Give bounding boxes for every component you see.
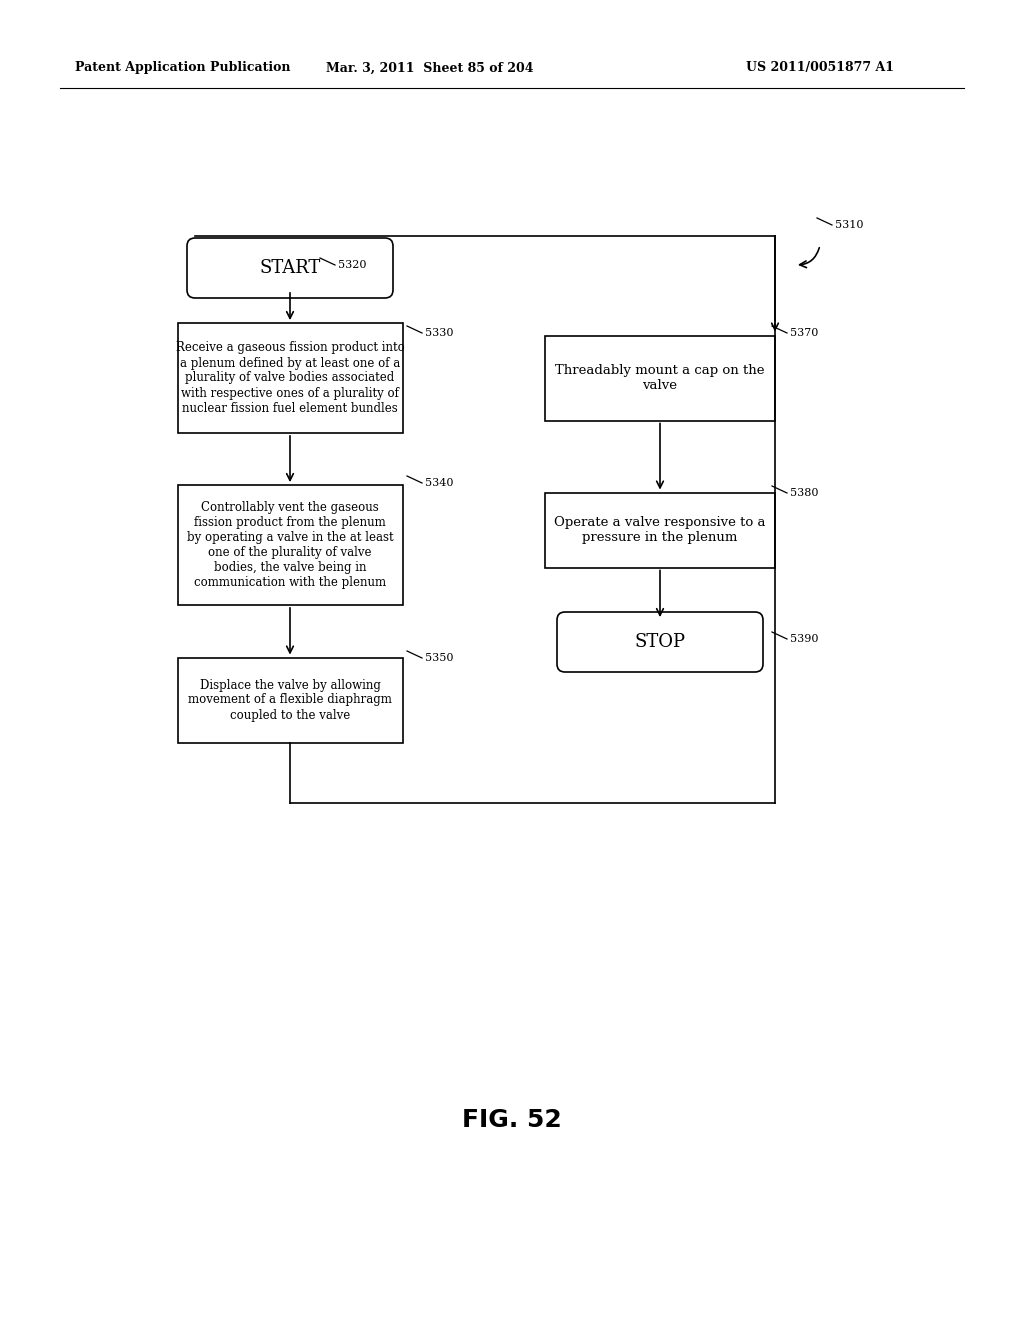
- Text: Displace the valve by allowing
movement of a flexible diaphragm
coupled to the v: Displace the valve by allowing movement …: [188, 678, 392, 722]
- Text: Patent Application Publication: Patent Application Publication: [75, 62, 291, 74]
- Bar: [177, 484, 402, 605]
- Bar: [177, 657, 402, 742]
- Bar: [545, 335, 775, 421]
- Text: Receive a gaseous fission product into
a plenum defined by at least one of a
plu: Receive a gaseous fission product into a…: [176, 342, 404, 414]
- Text: Mar. 3, 2011  Sheet 85 of 204: Mar. 3, 2011 Sheet 85 of 204: [327, 62, 534, 74]
- Text: 5330: 5330: [425, 327, 454, 338]
- Text: 5310: 5310: [835, 220, 863, 230]
- Text: Operate a valve responsive to a
pressure in the plenum: Operate a valve responsive to a pressure…: [554, 516, 766, 544]
- Text: 5350: 5350: [425, 653, 454, 663]
- Text: START: START: [259, 259, 321, 277]
- Text: US 2011/0051877 A1: US 2011/0051877 A1: [746, 62, 894, 74]
- Bar: [177, 323, 402, 433]
- Bar: [545, 492, 775, 568]
- FancyBboxPatch shape: [557, 612, 763, 672]
- Text: FIG. 52: FIG. 52: [462, 1107, 562, 1133]
- Text: 5380: 5380: [790, 488, 818, 498]
- Text: STOP: STOP: [635, 634, 685, 651]
- Text: 5390: 5390: [790, 634, 818, 644]
- FancyBboxPatch shape: [187, 238, 393, 298]
- Text: Controllably vent the gaseous
fission product from the plenum
by operating a val: Controllably vent the gaseous fission pr…: [186, 502, 393, 589]
- Text: 5320: 5320: [338, 260, 367, 271]
- Text: Threadably mount a cap on the
valve: Threadably mount a cap on the valve: [555, 364, 765, 392]
- Text: 5340: 5340: [425, 478, 454, 488]
- Text: 5370: 5370: [790, 327, 818, 338]
